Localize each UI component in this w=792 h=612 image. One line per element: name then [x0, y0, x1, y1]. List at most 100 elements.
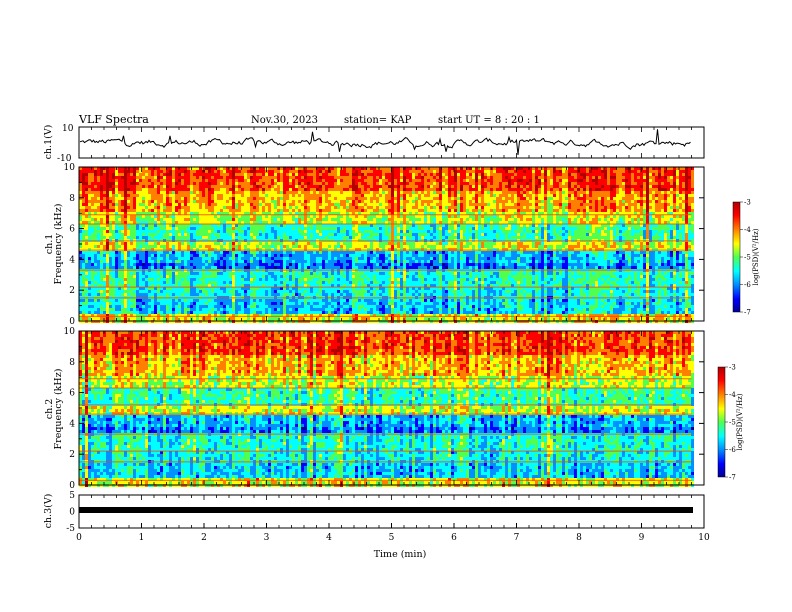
spectrogram-cell: [112, 257, 115, 260]
spectrogram-cell: [178, 188, 181, 191]
spectrogram-cell: [166, 191, 169, 194]
spectrogram-cell: [154, 200, 157, 203]
spectrogram-cell: [97, 308, 100, 311]
spectrogram-cell: [175, 173, 178, 176]
spectrogram-cell: [133, 272, 136, 275]
spectrogram-cell: [136, 281, 139, 284]
spectrogram-cell: [157, 170, 160, 173]
spectrogram-cell: [103, 233, 106, 236]
spectrogram-cell: [160, 185, 163, 188]
spectrogram-cell: [172, 311, 175, 314]
spectrogram-cell: [157, 200, 160, 203]
spectrogram-cell: [136, 260, 139, 263]
spectrogram-cell: [88, 275, 91, 278]
spectrogram-cell: [145, 254, 148, 257]
spectrogram-cell: [163, 245, 166, 248]
spectrogram-cell: [166, 308, 169, 311]
spectrogram-cell: [124, 233, 127, 236]
spectrogram-cell: [115, 245, 118, 248]
spectrogram-cell: [85, 185, 88, 188]
spectrogram-cell: [145, 290, 148, 293]
spectrogram-cell: [85, 188, 88, 191]
spectrogram-cell: [175, 218, 178, 221]
spectrogram-cell: [151, 194, 154, 197]
spectrogram-cell: [157, 257, 160, 260]
spectrogram-cell: [103, 245, 106, 248]
spectrogram-cell: [97, 182, 100, 185]
spectrogram-cell: [145, 299, 148, 302]
spectrogram-cell: [172, 230, 175, 233]
spectrogram-cell: [154, 218, 157, 221]
spectrogram-cell: [88, 302, 91, 305]
spectrogram-cell: [175, 266, 178, 269]
spectrogram-cell: [115, 236, 118, 239]
spectrogram-cell: [142, 290, 145, 293]
spectrogram-cell: [121, 290, 124, 293]
spectrogram-cell: [103, 272, 106, 275]
spectrogram-cell: [130, 200, 133, 203]
spectrogram-cell: [94, 281, 97, 284]
ch1-spectrogram-image: [79, 167, 694, 323]
spectrogram-cell: [163, 302, 166, 305]
spectrogram-cell: [127, 305, 130, 308]
spectrogram-cell: [118, 245, 121, 248]
spectrogram-cell: [166, 185, 169, 188]
spectrogram-cell: [166, 188, 169, 191]
spectrogram-cell: [115, 206, 118, 209]
spectrogram-cell: [151, 305, 154, 308]
spectrogram-cell: [169, 278, 172, 281]
spectrogram-cell: [133, 194, 136, 197]
spectrogram-cell: [172, 266, 175, 269]
spectrogram-cell: [115, 290, 118, 293]
spectrogram-cell: [160, 230, 163, 233]
ch1-ytick-top: 10: [62, 124, 74, 134]
spectrogram-cell: [82, 317, 85, 320]
spectrogram-cell: [124, 260, 127, 263]
spectrogram-cell: [160, 263, 163, 266]
spectrogram-cell: [112, 293, 115, 296]
spectrogram-cell: [106, 170, 109, 173]
spectrogram-cell: [157, 305, 160, 308]
spectrogram-cell: [127, 218, 130, 221]
spectrogram-cell: [136, 305, 139, 308]
spectrogram-cell: [145, 203, 148, 206]
spectrogram-cell: [169, 242, 172, 245]
spectrogram-cell: [94, 197, 97, 200]
spectrogram-cell: [94, 194, 97, 197]
spectrogram-cell: [160, 305, 163, 308]
spectrogram-cell: [148, 293, 151, 296]
spectrogram-cell: [97, 218, 100, 221]
spectrogram-cell: [163, 275, 166, 278]
spectrogram-cell: [97, 260, 100, 263]
spectrogram-cell: [91, 311, 94, 314]
spectrogram-cell: [172, 170, 175, 173]
spectrogram-cell: [106, 281, 109, 284]
spectrogram-cell: [94, 209, 97, 212]
spectrogram-cell: [127, 203, 130, 206]
spectrogram-cell: [157, 233, 160, 236]
spectrogram-cell: [85, 317, 88, 320]
spectrogram-cell: [151, 278, 154, 281]
spectrogram-cell: [145, 194, 148, 197]
spectrogram-cell: [178, 311, 181, 314]
spectrogram-cell: [124, 254, 127, 257]
spectrogram-cell: [169, 176, 172, 179]
spectrogram-cell: [115, 242, 118, 245]
spectrogram-cell: [157, 173, 160, 176]
spectrogram-cell: [178, 251, 181, 254]
spectrogram-cell: [121, 311, 124, 314]
spectrogram-cell: [94, 263, 97, 266]
spectrogram-cell: [115, 215, 118, 218]
spectrogram-cell: [115, 170, 118, 173]
spectrogram-cell: [97, 170, 100, 173]
spectrogram-cell: [106, 188, 109, 191]
spectrogram-cell: [157, 254, 160, 257]
spectrogram-cell: [94, 242, 97, 245]
spectrogram-cell: [175, 290, 178, 293]
spectrogram-cell: [121, 284, 124, 287]
spectrogram-cell: [154, 233, 157, 236]
spectrogram-cell: [142, 185, 145, 188]
spectrogram-cell: [163, 230, 166, 233]
spectrogram-cell: [112, 290, 115, 293]
spectrogram-cell: [169, 275, 172, 278]
